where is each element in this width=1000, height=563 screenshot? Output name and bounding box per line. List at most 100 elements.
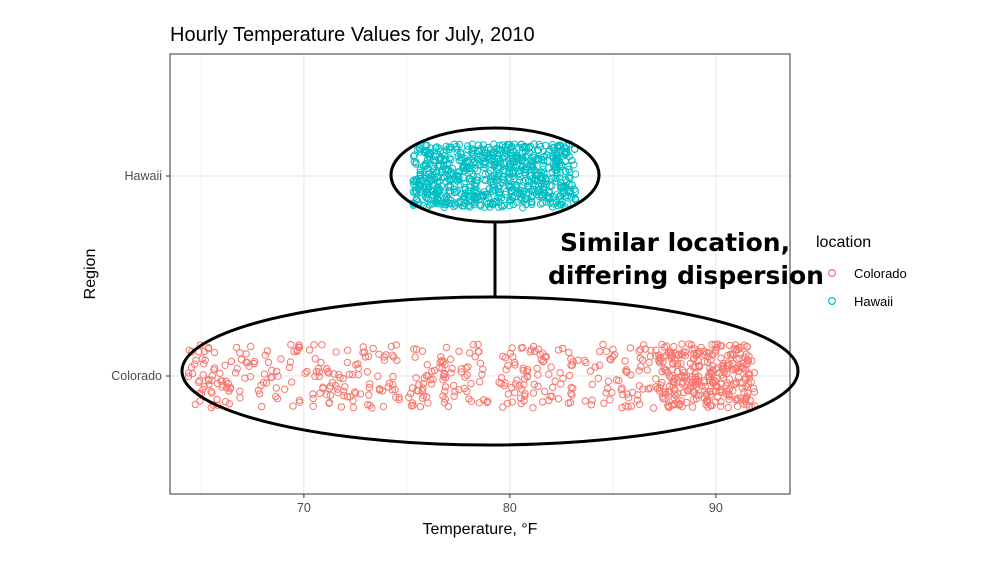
colorado-point [343, 346, 352, 354]
colorado-point [301, 369, 309, 377]
colorado-point [303, 367, 311, 376]
colorado-point [517, 385, 526, 393]
colorado-point [655, 383, 664, 392]
hawaii-point [430, 165, 438, 173]
colorado-point [701, 382, 709, 391]
colorado-point [440, 370, 448, 379]
hawaii-point [435, 144, 443, 153]
colorado-point [227, 357, 236, 366]
colorado-point [385, 379, 394, 387]
colorado-point [241, 374, 249, 382]
hawaii-point [556, 158, 564, 167]
hawaii-point [477, 201, 485, 209]
hawaii-point [453, 145, 461, 153]
colorado-point [690, 388, 699, 397]
colorado-point [539, 358, 547, 366]
hawaii-point [461, 183, 469, 192]
colorado-point [653, 385, 662, 393]
colorado-point [732, 346, 740, 354]
colorado-point [343, 393, 352, 401]
colorado-point [499, 352, 507, 361]
hawaii-point [467, 177, 476, 185]
hawaii-point [512, 151, 520, 159]
colorado-point [536, 350, 544, 359]
hawaii-point [472, 176, 481, 184]
colorado-point [418, 394, 427, 402]
colorado-point [380, 356, 389, 364]
colorado-point [529, 389, 538, 397]
chart-title: Hourly Temperature Values for July, 2010 [170, 24, 535, 46]
hawaii-point [508, 194, 516, 202]
colorado-point [260, 370, 269, 378]
y-axis-title: Region [82, 249, 99, 300]
colorado-point [261, 351, 269, 359]
colorado-point [213, 379, 222, 388]
colorado-point [255, 390, 264, 398]
colorado-point [439, 358, 447, 367]
colorado-point [717, 402, 725, 410]
colorado-point [734, 373, 743, 381]
hawaii-point [557, 162, 565, 170]
colorado-point [287, 378, 296, 386]
colorado-point [750, 388, 759, 396]
hawaii-point [490, 161, 498, 169]
colorado-point [478, 370, 486, 379]
colorado-point [335, 371, 343, 379]
colorado-point [184, 372, 193, 381]
colorado-point [246, 373, 255, 381]
hawaii-point [560, 189, 568, 198]
hawaii-point [440, 203, 448, 212]
y-tick-label: Colorado [111, 369, 162, 383]
hawaii-point [461, 199, 470, 207]
colorado-point [352, 389, 360, 397]
hawaii-point [557, 201, 565, 209]
hawaii-point [447, 155, 455, 164]
colorado-point [738, 384, 746, 392]
hawaii-point [427, 172, 436, 180]
y-axis-ticks: Colorado Hawaii [111, 169, 170, 383]
colorado-point [441, 374, 450, 382]
colorado-point [365, 391, 373, 399]
hawaii-point [550, 162, 558, 171]
hawaii-point [430, 152, 438, 161]
colorado-point [691, 370, 699, 378]
hawaii-point [480, 163, 488, 172]
hawaii-point [481, 158, 490, 166]
colorado-point [268, 366, 276, 374]
colorado-point [678, 340, 686, 348]
colorado-point [200, 347, 209, 356]
hawaii-point [518, 143, 526, 152]
colorado-point [685, 340, 693, 348]
hawaii-point [565, 165, 573, 174]
colorado-point [375, 350, 383, 358]
hawaii-point [513, 155, 521, 164]
hawaii-point [571, 195, 580, 203]
colorado-point [533, 364, 541, 373]
hawaii-point [411, 188, 419, 197]
hawaii-point [517, 166, 525, 175]
hawaii-point [516, 187, 525, 195]
colorado-point [508, 398, 516, 406]
hawaii-point [524, 183, 533, 191]
legend-label-colorado: Colorado [854, 266, 907, 281]
x-tick-label: 90 [709, 501, 723, 515]
colorado-point [547, 363, 555, 371]
colorado-point [210, 348, 219, 357]
colorado-point [364, 352, 373, 361]
colorado-point [660, 343, 669, 351]
colorado-point [670, 377, 678, 386]
hawaii-point [528, 162, 537, 170]
colorado-point [554, 346, 563, 354]
colorado-point [511, 380, 520, 388]
hawaii-point [480, 191, 488, 200]
colorado-point [639, 385, 647, 393]
colorado-point [200, 360, 208, 368]
colorado-point [412, 374, 420, 382]
colorado-point [618, 384, 626, 392]
colorado-point [474, 340, 482, 349]
annotation-line-1: Similar location, [560, 228, 790, 257]
colorado-point [602, 389, 610, 397]
colorado-point [703, 396, 712, 404]
colorado-point [556, 369, 564, 377]
colorado-point [450, 392, 458, 400]
